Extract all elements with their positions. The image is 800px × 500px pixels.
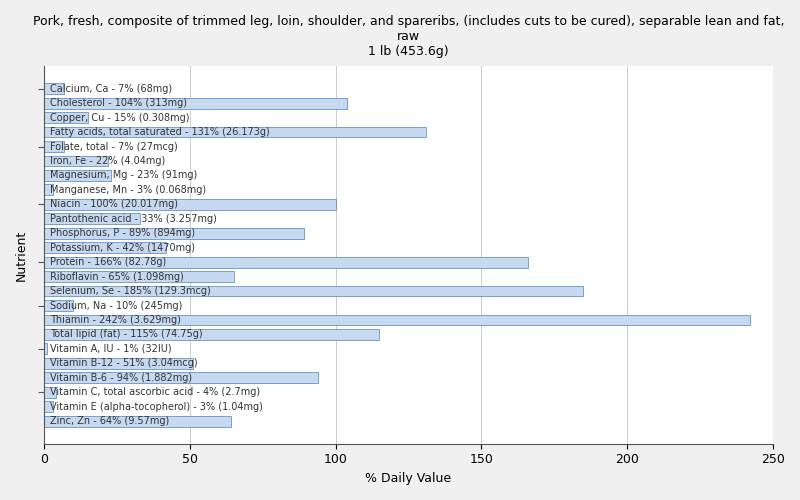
Bar	[44, 184, 53, 196]
Text: Vitamin A, IU - 1% (32IU): Vitamin A, IU - 1% (32IU)	[50, 344, 171, 354]
Bar	[44, 242, 166, 253]
Text: Folate, total - 7% (27mcg): Folate, total - 7% (27mcg)	[50, 142, 178, 152]
Text: Cholesterol - 104% (313mg): Cholesterol - 104% (313mg)	[50, 98, 187, 108]
Bar	[44, 402, 53, 412]
Text: Vitamin B-6 - 94% (1.882mg): Vitamin B-6 - 94% (1.882mg)	[50, 373, 192, 383]
Bar	[44, 271, 234, 282]
Text: Pantothenic acid - 33% (3.257mg): Pantothenic acid - 33% (3.257mg)	[50, 214, 217, 224]
Text: Vitamin B-12 - 51% (3.04mcg): Vitamin B-12 - 51% (3.04mcg)	[50, 358, 198, 368]
Text: Magnesium, Mg - 23% (91mg): Magnesium, Mg - 23% (91mg)	[50, 170, 197, 180]
Text: Potassium, K - 42% (1470mg): Potassium, K - 42% (1470mg)	[50, 242, 195, 252]
Bar	[44, 112, 88, 123]
Bar	[44, 256, 528, 268]
Text: Fatty acids, total saturated - 131% (26.173g): Fatty acids, total saturated - 131% (26.…	[50, 127, 270, 137]
Bar	[44, 156, 108, 166]
Text: Zinc, Zn - 64% (9.57mg): Zinc, Zn - 64% (9.57mg)	[50, 416, 169, 426]
Text: Thiamin - 242% (3.629mg): Thiamin - 242% (3.629mg)	[50, 315, 181, 325]
Bar	[44, 199, 336, 209]
X-axis label: % Daily Value: % Daily Value	[366, 472, 451, 485]
Bar	[44, 358, 193, 368]
Bar	[44, 286, 583, 296]
Text: Vitamin C, total ascorbic acid - 4% (2.7mg): Vitamin C, total ascorbic acid - 4% (2.7…	[50, 387, 260, 397]
Text: Niacin - 100% (20.017mg): Niacin - 100% (20.017mg)	[50, 200, 178, 209]
Text: Selenium, Se - 185% (129.3mcg): Selenium, Se - 185% (129.3mcg)	[50, 286, 210, 296]
Text: Protein - 166% (82.78g): Protein - 166% (82.78g)	[50, 257, 166, 267]
Bar	[44, 126, 426, 138]
Text: Sodium, Na - 10% (245mg): Sodium, Na - 10% (245mg)	[50, 300, 182, 310]
Bar	[44, 170, 111, 181]
Text: Calcium, Ca - 7% (68mg): Calcium, Ca - 7% (68mg)	[50, 84, 172, 94]
Y-axis label: Nutrient: Nutrient	[15, 230, 28, 280]
Text: Manganese, Mn - 3% (0.068mg): Manganese, Mn - 3% (0.068mg)	[50, 185, 206, 195]
Bar	[44, 214, 140, 224]
Title: Pork, fresh, composite of trimmed leg, loin, shoulder, and spareribs, (includes : Pork, fresh, composite of trimmed leg, l…	[33, 15, 784, 58]
Bar	[44, 228, 303, 238]
Text: Copper, Cu - 15% (0.308mg): Copper, Cu - 15% (0.308mg)	[50, 112, 190, 122]
Text: Iron, Fe - 22% (4.04mg): Iron, Fe - 22% (4.04mg)	[50, 156, 165, 166]
Bar	[44, 329, 379, 340]
Text: Total lipid (fat) - 115% (74.75g): Total lipid (fat) - 115% (74.75g)	[50, 330, 202, 340]
Bar	[44, 416, 230, 426]
Bar	[44, 300, 73, 311]
Bar	[44, 141, 64, 152]
Text: Phosphorus, P - 89% (894mg): Phosphorus, P - 89% (894mg)	[50, 228, 195, 238]
Bar	[44, 387, 56, 398]
Bar	[44, 84, 64, 94]
Bar	[44, 314, 750, 326]
Text: Vitamin E (alpha-tocopherol) - 3% (1.04mg): Vitamin E (alpha-tocopherol) - 3% (1.04m…	[50, 402, 262, 411]
Text: Riboflavin - 65% (1.098mg): Riboflavin - 65% (1.098mg)	[50, 272, 183, 281]
Bar	[44, 372, 318, 383]
Bar	[44, 344, 47, 354]
Bar	[44, 98, 347, 108]
